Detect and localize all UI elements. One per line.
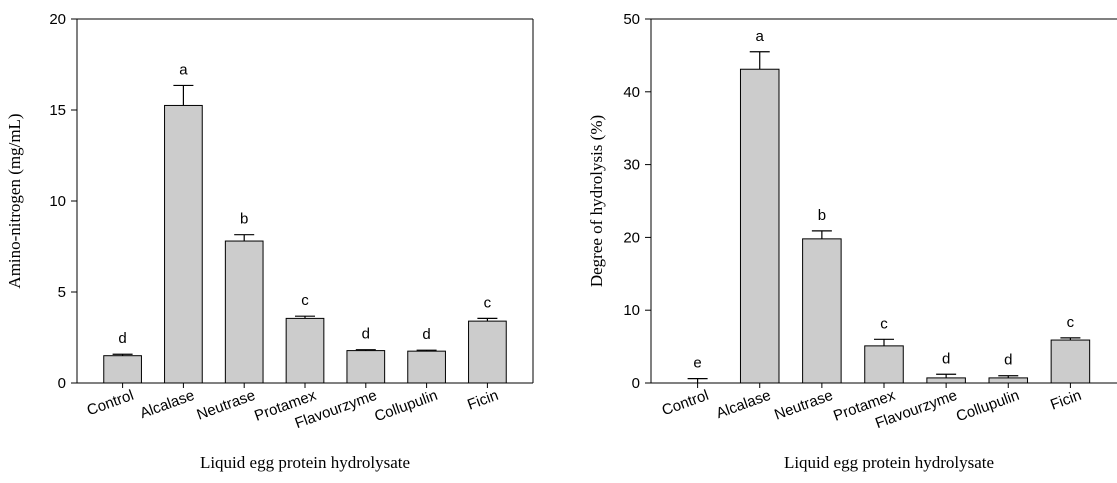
x-tick-label: Collupulin (372, 387, 440, 426)
x-tick-label: Neutrase (772, 387, 835, 424)
y-tick-label: 15 (49, 102, 66, 119)
significance-label: a (179, 61, 188, 78)
y-tick-label: 40 (623, 84, 640, 101)
significance-label: d (422, 326, 430, 343)
significance-label: c (1067, 314, 1075, 331)
significance-label: d (362, 326, 370, 343)
bar-protamex (864, 345, 904, 384)
bar-protamex (285, 317, 325, 384)
x-axis-title: Liquid egg protein hydrolysate (200, 453, 410, 472)
y-tick-label: 0 (632, 375, 640, 392)
x-tick-label: Alcalase (138, 387, 197, 422)
x-tick-label: Control (85, 387, 136, 420)
significance-label: b (240, 211, 248, 228)
bar-control (103, 355, 142, 384)
x-tick-label: Alcalase (714, 387, 773, 422)
x-axis-title: Liquid egg protein hydrolysate (784, 453, 994, 472)
bar-flavourzyme (926, 377, 966, 384)
significance-label: e (693, 355, 701, 372)
x-tick-label: Control (660, 387, 711, 420)
x-tick-label: Neutrase (195, 387, 258, 424)
y-tick-label: 50 (623, 11, 640, 28)
significance-label: c (880, 315, 888, 332)
y-tick-label: 5 (58, 284, 66, 301)
significance-label: c (301, 292, 309, 309)
bar-collupulin (407, 350, 446, 384)
y-axis-title: Amino-nitrogen (mg/mL) (5, 113, 24, 288)
y-tick-label: 20 (623, 229, 640, 246)
significance-label: d (1004, 352, 1012, 369)
bar-neutrase (802, 238, 842, 384)
significance-label: c (484, 294, 492, 311)
bar-collupulin (988, 377, 1029, 384)
chart-degree-of-hydrolysis: 01020304050eControlaAlcalasebNeutrasecPr… (587, 11, 1117, 472)
significance-label: d (118, 330, 126, 347)
x-tick-label: Collupulin (954, 387, 1022, 426)
significance-label: b (818, 207, 826, 224)
bar-flavourzyme (346, 350, 386, 384)
bar-ficin (468, 320, 507, 384)
chart-amino-nitrogen: 05101520dControlaAlcalasebNeutrasecProta… (5, 11, 534, 472)
y-tick-label: 0 (58, 375, 66, 392)
bar-alcalase (164, 104, 203, 384)
x-tick-label: Ficin (465, 387, 501, 414)
bar-alcalase (739, 68, 780, 384)
significance-label: a (756, 28, 765, 45)
significance-label: d (942, 350, 950, 367)
bar-ficin (1050, 339, 1091, 384)
y-tick-label: 10 (49, 193, 66, 210)
x-tick-label: Ficin (1048, 387, 1084, 414)
bar-neutrase (224, 240, 264, 384)
y-tick-label: 10 (623, 302, 640, 319)
y-tick-label: 20 (49, 11, 66, 28)
y-axis-title: Degree of hydrolysis (%) (587, 115, 606, 287)
y-tick-label: 30 (623, 157, 640, 174)
